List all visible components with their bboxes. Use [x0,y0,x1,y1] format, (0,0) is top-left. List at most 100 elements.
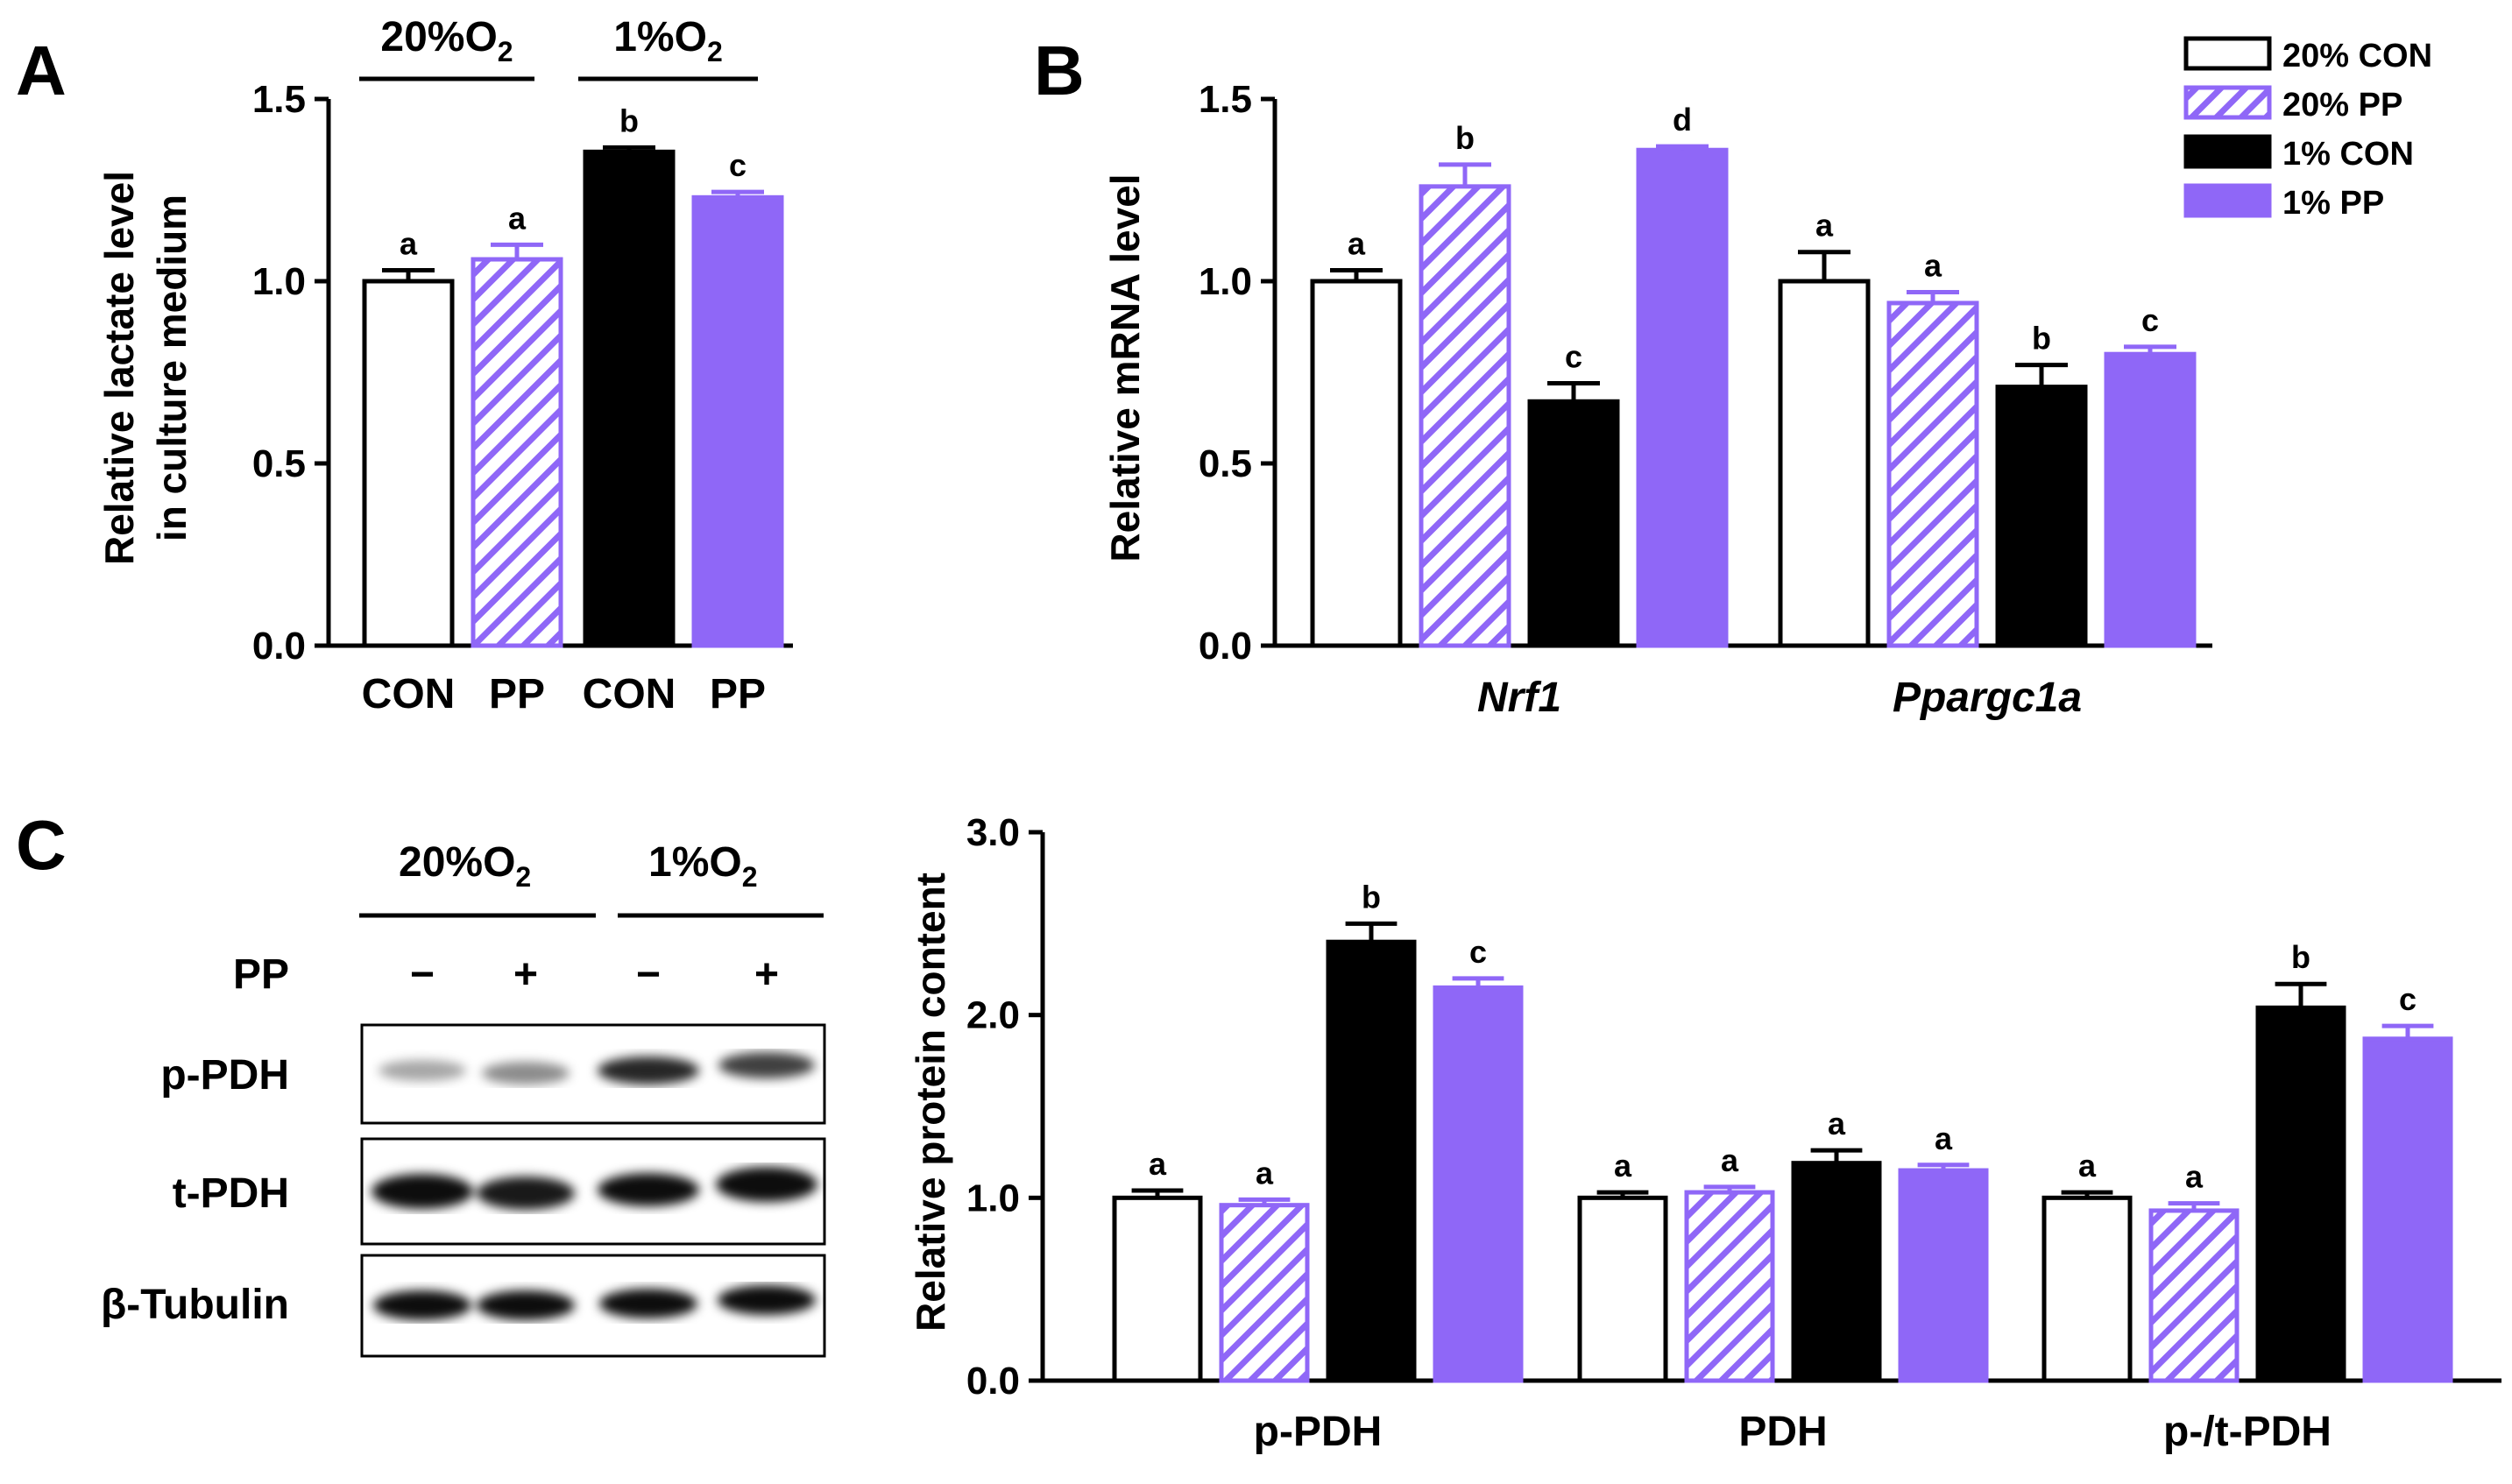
chart-c-protein: 0.0 1.0 2.0 3.0 Relative protein content a a b c… [908,811,2501,1455]
chart-a-ylabel: Relative lactate level in culture medium [96,171,195,565]
blot-group-1-label: 1%O2 [648,839,758,893]
chart-c-group2-4-bar [1898,1168,1989,1383]
blot-row-label-t-pdh: t-PDH [173,1170,289,1217]
chart-c-group2-3-bar [1791,1161,1882,1383]
chart-b-ppargc1a-4-bar [2104,351,2197,648]
chart-b-nrf1-4-bar [1636,147,1729,648]
blot-sign-4: + [754,951,779,998]
chart-a-3-bar [583,149,676,648]
chart-b-nrf1-2-sig-label: b [1455,120,1475,156]
chart-c-group3-3-sig-label: b [2291,939,2310,975]
blot-row-label-tubulin: β-Tubulin [101,1282,289,1328]
chart-a-ytick-label-1: 0.5 [252,442,306,485]
band-t-pdh-3 [598,1173,699,1206]
chart-b-ppargc1a-2-bar [1886,300,1979,648]
chart-a-group-1-label: 20%O2 [380,14,513,67]
band-p-pdh-3 [598,1056,699,1085]
chart-c-group2-2-sig-label: a [1721,1142,1739,1178]
band-t-pdh-4 [716,1167,817,1202]
chart-c-group1-4-bar [1433,985,1524,1383]
blot-sign-3: − [636,951,661,998]
chart-c-group1-3-sig-label: b [1362,879,1381,915]
chart-c-group3-1-sig-label: a [2078,1148,2097,1184]
chart-b-ytick-label-0: 0.0 [1199,625,1252,668]
chart-a-2-bar [471,257,563,648]
band-tubulin-1 [373,1290,471,1320]
chart-c-group1-2-sig-label: a [1256,1155,1274,1191]
legend-label-2: 20% PP [2282,87,2402,124]
chart-a-4-sig-label: c [729,147,747,183]
chart-c-group1-1-bar [1112,1195,1203,1383]
chart-a-ytick-label-0: 0.0 [252,625,306,668]
chart-b-category-1: Nrf1 [1477,675,1561,721]
legend-swatch-1 [2183,36,2272,71]
chart-b-nrf1-3-sig-label: c [1565,338,1582,374]
blot-sign-1: − [410,951,435,998]
chart-c-category-2: PDH [1738,1409,1827,1455]
chart-a-group-1-main: 20%O [380,14,497,60]
chart-b-nrf1-4-sig-label: d [1673,102,1692,138]
legend-label-3: 1% CON [2282,136,2414,173]
chart-a-group-1-sub: 2 [498,36,513,67]
chart-a-ytick-label-3: 1.5 [252,78,306,121]
chart-b-nrf1-1-sig-label: a [1348,226,1366,262]
chart-c-group1-4-sig-label: c [1469,934,1487,970]
band-tubulin-2 [477,1290,575,1320]
legend-swatch-3 [2183,134,2272,169]
band-t-pdh-2 [477,1177,575,1210]
chart-a-1-bar [362,279,455,648]
chart-c-group2-2-bar [1684,1190,1775,1383]
chart-c-group3-4-bar [2362,1036,2453,1383]
chart-b-mrna: 0.0 0.5 1.0 1.5 Relative mRNA level a b c d Nrf1 a… [1102,78,2212,721]
chart-c-ytick-label-2: 2.0 [966,994,1020,1037]
chart-c-group3-4-sig-label: c [2399,981,2416,1017]
blot-row-label-p-pdh: p-PDH [160,1052,289,1099]
chart-b-ppargc1a-3-sig-label: b [2032,321,2051,357]
panel-letter-a: A [16,32,67,110]
band-t-pdh-1 [371,1174,473,1209]
legend-swatch-4 [2183,183,2272,218]
panel-letter-c: C [16,806,67,884]
chart-b-nrf1-3-bar [1527,399,1620,648]
blot-sign-2: + [513,951,538,998]
chart-c-group2-1-bar [1577,1195,1668,1383]
chart-a-category-4: PP [710,671,766,717]
chart-a-3-sig-label: b [619,102,639,138]
legend-swatch-2 [2183,85,2272,120]
chart-b-ppargc1a-1-sig-label: a [1815,208,1834,244]
band-p-pdh-1 [379,1060,466,1081]
panel-letter-b: B [1034,32,1085,110]
chart-c-group3-1-bar [2041,1195,2133,1383]
chart-a-category-1: CON [362,671,456,717]
legend-label-4: 1% PP [2282,185,2384,222]
chart-c-category-1: p-PDH [1254,1409,1383,1455]
blot-group-20-label: 20%O2 [399,839,531,893]
chart-a-4-bar [691,194,784,648]
chart-a-lactate: 0.0 0.5 1.0 1.5 Relative lactate level in cul… [96,14,793,717]
chart-c-ytick-label-1: 1.0 [966,1177,1020,1219]
band-p-pdh-2 [482,1062,570,1085]
chart-a-group-2-label: 1%O2 [613,14,723,67]
chart-b-nrf1-1-bar [1310,279,1403,648]
legend: 20% CON 20% PP 1% CON 1% PP [2183,36,2432,222]
chart-b-category-2: Ppargc1a [1893,675,2082,721]
chart-a-ylabel-line1: Relative lactate level [96,171,142,565]
chart-c-group2-1-sig-label: a [1614,1148,1632,1184]
chart-c-group3-2-bar [2148,1208,2240,1383]
chart-b-ytick-label-1: 0.5 [1199,442,1252,485]
chart-a-category-2: PP [489,671,545,717]
chart-c-ylabel: Relative protein content [908,873,953,1332]
chart-c-group1-2-bar [1219,1203,1310,1383]
chart-b-nrf1-2-bar [1419,184,1511,648]
chart-c-group1-1-sig-label: a [1149,1146,1167,1182]
blot-bands-tubulin [373,1285,816,1320]
chart-c-group3-3-bar [2255,1005,2346,1383]
band-tubulin-4 [718,1285,816,1315]
chart-a-category-3: CON [583,671,676,717]
band-tubulin-3 [599,1289,697,1318]
chart-b-ppargc1a-4-sig-label: c [2141,302,2159,338]
chart-b-ytick-label-2: 1.0 [1199,260,1252,303]
blot-bands-t-pdh [371,1167,817,1210]
chart-c-ytick-label-3: 3.0 [966,811,1020,854]
